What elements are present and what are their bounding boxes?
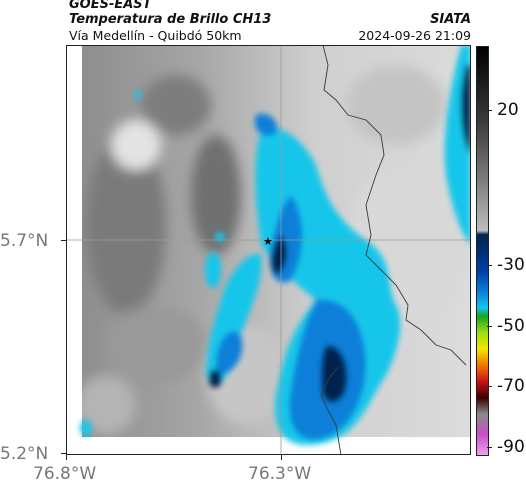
x-tickmark-1	[66, 455, 67, 460]
x-tick-1: 76.8°W	[33, 464, 97, 484]
star-icon: ★	[263, 235, 273, 248]
brand-label: SIATA	[430, 12, 471, 27]
colorbar-label-m50: -50	[497, 316, 525, 336]
cold-cloud-band	[80, 45, 471, 445]
cb-tick-m70	[487, 386, 492, 387]
y-tickmark-1	[61, 240, 66, 241]
product-title: Temperatura de Brillo CH13	[69, 12, 272, 27]
colorbar-label-m30: -30	[497, 255, 525, 275]
no-data-bottom	[66, 437, 471, 455]
department-border	[322, 45, 467, 366]
cb-tick-m90	[487, 447, 492, 448]
satellite-map[interactable]: ★	[66, 45, 471, 455]
y-tickmark-2	[61, 453, 66, 454]
colorbar-label-m70: -70	[497, 376, 525, 396]
x-tickmark-2	[281, 455, 282, 460]
department-border-south	[320, 366, 342, 455]
colorbar	[476, 46, 489, 456]
colorbar-label-20: 20	[497, 100, 519, 120]
cb-tick-20	[487, 110, 492, 111]
y-tick-2: 5.2°N	[0, 444, 49, 464]
cb-tick-m30	[487, 265, 492, 266]
x-tick-2: 76.3°W	[248, 464, 312, 484]
y-tick-1: 5.7°N	[0, 231, 49, 251]
map-canvas: ★	[66, 45, 471, 455]
no-data-left	[66, 45, 82, 455]
cb-tick-m50	[487, 326, 492, 327]
colorbar-label-m90: -90	[497, 437, 525, 457]
route-subtitle: Vía Medellín - Quibdó 50km	[69, 28, 242, 43]
timestamp: 2024-09-26 21:09	[358, 28, 471, 43]
satellite-title: GOES-EAST	[69, 0, 152, 12]
